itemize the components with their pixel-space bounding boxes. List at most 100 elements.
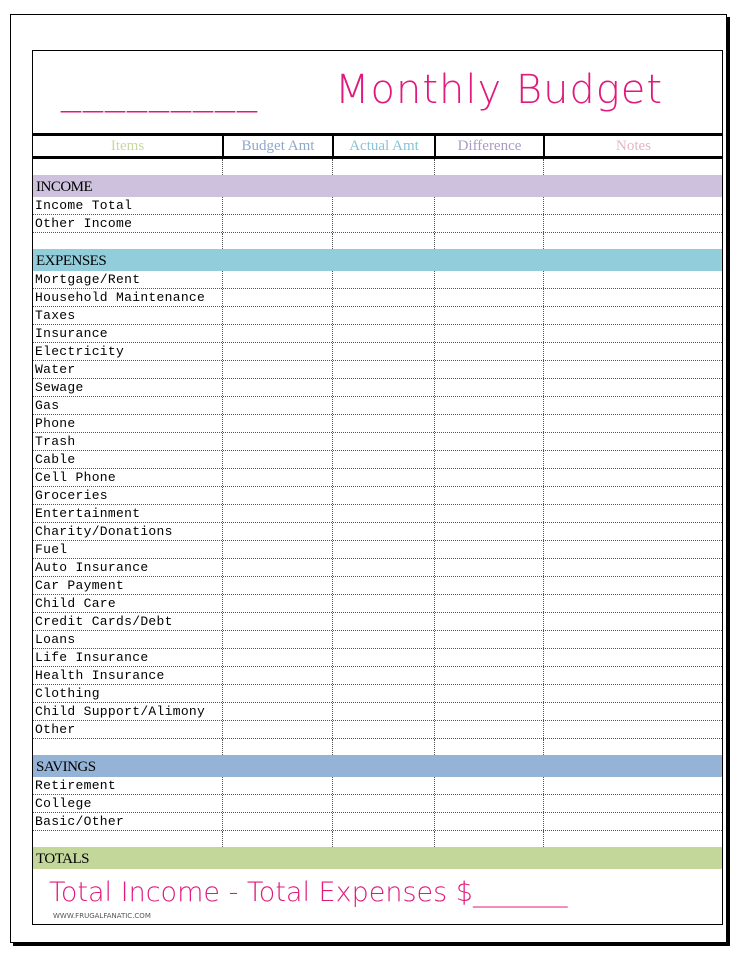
amount-cell[interactable] (434, 541, 543, 558)
amount-cell[interactable] (543, 289, 722, 306)
amount-cell[interactable] (222, 649, 332, 666)
amount-cell[interactable] (222, 703, 332, 720)
amount-cell[interactable] (434, 721, 543, 738)
amount-cell[interactable] (434, 649, 543, 666)
amount-cell[interactable] (434, 777, 543, 794)
amount-cell[interactable] (543, 397, 722, 414)
amount-cell[interactable] (332, 595, 434, 612)
amount-cell[interactable] (222, 613, 332, 630)
amount-cell[interactable] (434, 343, 543, 360)
amount-cell[interactable] (222, 159, 332, 175)
amount-cell[interactable] (332, 215, 434, 232)
amount-cell[interactable] (543, 325, 722, 342)
amount-cell[interactable] (543, 559, 722, 576)
amount-cell[interactable] (222, 197, 332, 214)
amount-cell[interactable] (222, 559, 332, 576)
amount-cell[interactable] (434, 451, 543, 468)
amount-cell[interactable] (543, 215, 722, 232)
amount-cell[interactable] (543, 379, 722, 396)
amount-cell[interactable] (543, 649, 722, 666)
amount-cell[interactable] (222, 469, 332, 486)
amount-cell[interactable] (543, 487, 722, 504)
amount-cell[interactable] (543, 505, 722, 522)
amount-cell[interactable] (543, 307, 722, 324)
amount-cell[interactable] (543, 541, 722, 558)
amount-cell[interactable] (434, 631, 543, 648)
amount-cell[interactable] (332, 631, 434, 648)
amount-cell[interactable] (332, 469, 434, 486)
amount-cell[interactable] (332, 197, 434, 214)
amount-cell[interactable] (434, 523, 543, 540)
amount-cell[interactable] (332, 415, 434, 432)
amount-cell[interactable] (332, 721, 434, 738)
amount-cell[interactable] (543, 739, 722, 755)
amount-cell[interactable] (222, 289, 332, 306)
amount-cell[interactable] (332, 271, 434, 288)
amount-cell[interactable] (434, 613, 543, 630)
amount-cell[interactable] (434, 379, 543, 396)
amount-cell[interactable] (222, 795, 332, 812)
amount-cell[interactable] (434, 325, 543, 342)
amount-cell[interactable] (543, 577, 722, 594)
amount-cell[interactable] (332, 487, 434, 504)
amount-cell[interactable] (543, 415, 722, 432)
amount-cell[interactable] (222, 487, 332, 504)
amount-cell[interactable] (222, 721, 332, 738)
amount-cell[interactable] (332, 233, 434, 249)
amount-cell[interactable] (434, 813, 543, 830)
amount-cell[interactable] (332, 739, 434, 755)
amount-cell[interactable] (332, 577, 434, 594)
amount-cell[interactable] (332, 667, 434, 684)
amount-cell[interactable] (543, 451, 722, 468)
amount-cell[interactable] (222, 667, 332, 684)
amount-cell[interactable] (222, 361, 332, 378)
amount-cell[interactable] (332, 361, 434, 378)
amount-cell[interactable] (543, 233, 722, 249)
amount-cell[interactable] (222, 271, 332, 288)
amount-cell[interactable] (434, 559, 543, 576)
amount-cell[interactable] (434, 361, 543, 378)
amount-cell[interactable] (543, 343, 722, 360)
amount-cell[interactable] (222, 813, 332, 830)
amount-cell[interactable] (332, 795, 434, 812)
amount-cell[interactable] (543, 721, 722, 738)
amount-cell[interactable] (222, 415, 332, 432)
amount-cell[interactable] (434, 577, 543, 594)
amount-cell[interactable] (434, 831, 543, 847)
amount-cell[interactable] (434, 487, 543, 504)
amount-cell[interactable] (222, 307, 332, 324)
amount-cell[interactable] (222, 541, 332, 558)
amount-cell[interactable] (332, 289, 434, 306)
amount-cell[interactable] (434, 685, 543, 702)
amount-cell[interactable] (434, 595, 543, 612)
amount-cell[interactable] (434, 433, 543, 450)
amount-cell[interactable] (332, 541, 434, 558)
amount-cell[interactable] (222, 343, 332, 360)
amount-cell[interactable] (434, 739, 543, 755)
amount-cell[interactable] (222, 577, 332, 594)
amount-cell[interactable] (332, 451, 434, 468)
amount-cell[interactable] (434, 795, 543, 812)
amount-cell[interactable] (222, 595, 332, 612)
amount-cell[interactable] (434, 215, 543, 232)
amount-cell[interactable] (543, 631, 722, 648)
amount-cell[interactable] (543, 523, 722, 540)
amount-cell[interactable] (434, 667, 543, 684)
amount-cell[interactable] (222, 379, 332, 396)
amount-cell[interactable] (543, 831, 722, 847)
amount-cell[interactable] (543, 685, 722, 702)
amount-cell[interactable] (332, 685, 434, 702)
amount-cell[interactable] (332, 777, 434, 794)
amount-cell[interactable] (434, 197, 543, 214)
amount-cell[interactable] (434, 415, 543, 432)
amount-cell[interactable] (222, 631, 332, 648)
amount-cell[interactable] (434, 505, 543, 522)
amount-cell[interactable] (434, 397, 543, 414)
amount-cell[interactable] (222, 685, 332, 702)
amount-cell[interactable] (332, 325, 434, 342)
amount-cell[interactable] (543, 433, 722, 450)
amount-cell[interactable] (543, 703, 722, 720)
amount-cell[interactable] (222, 505, 332, 522)
amount-cell[interactable] (222, 215, 332, 232)
amount-cell[interactable] (434, 233, 543, 249)
